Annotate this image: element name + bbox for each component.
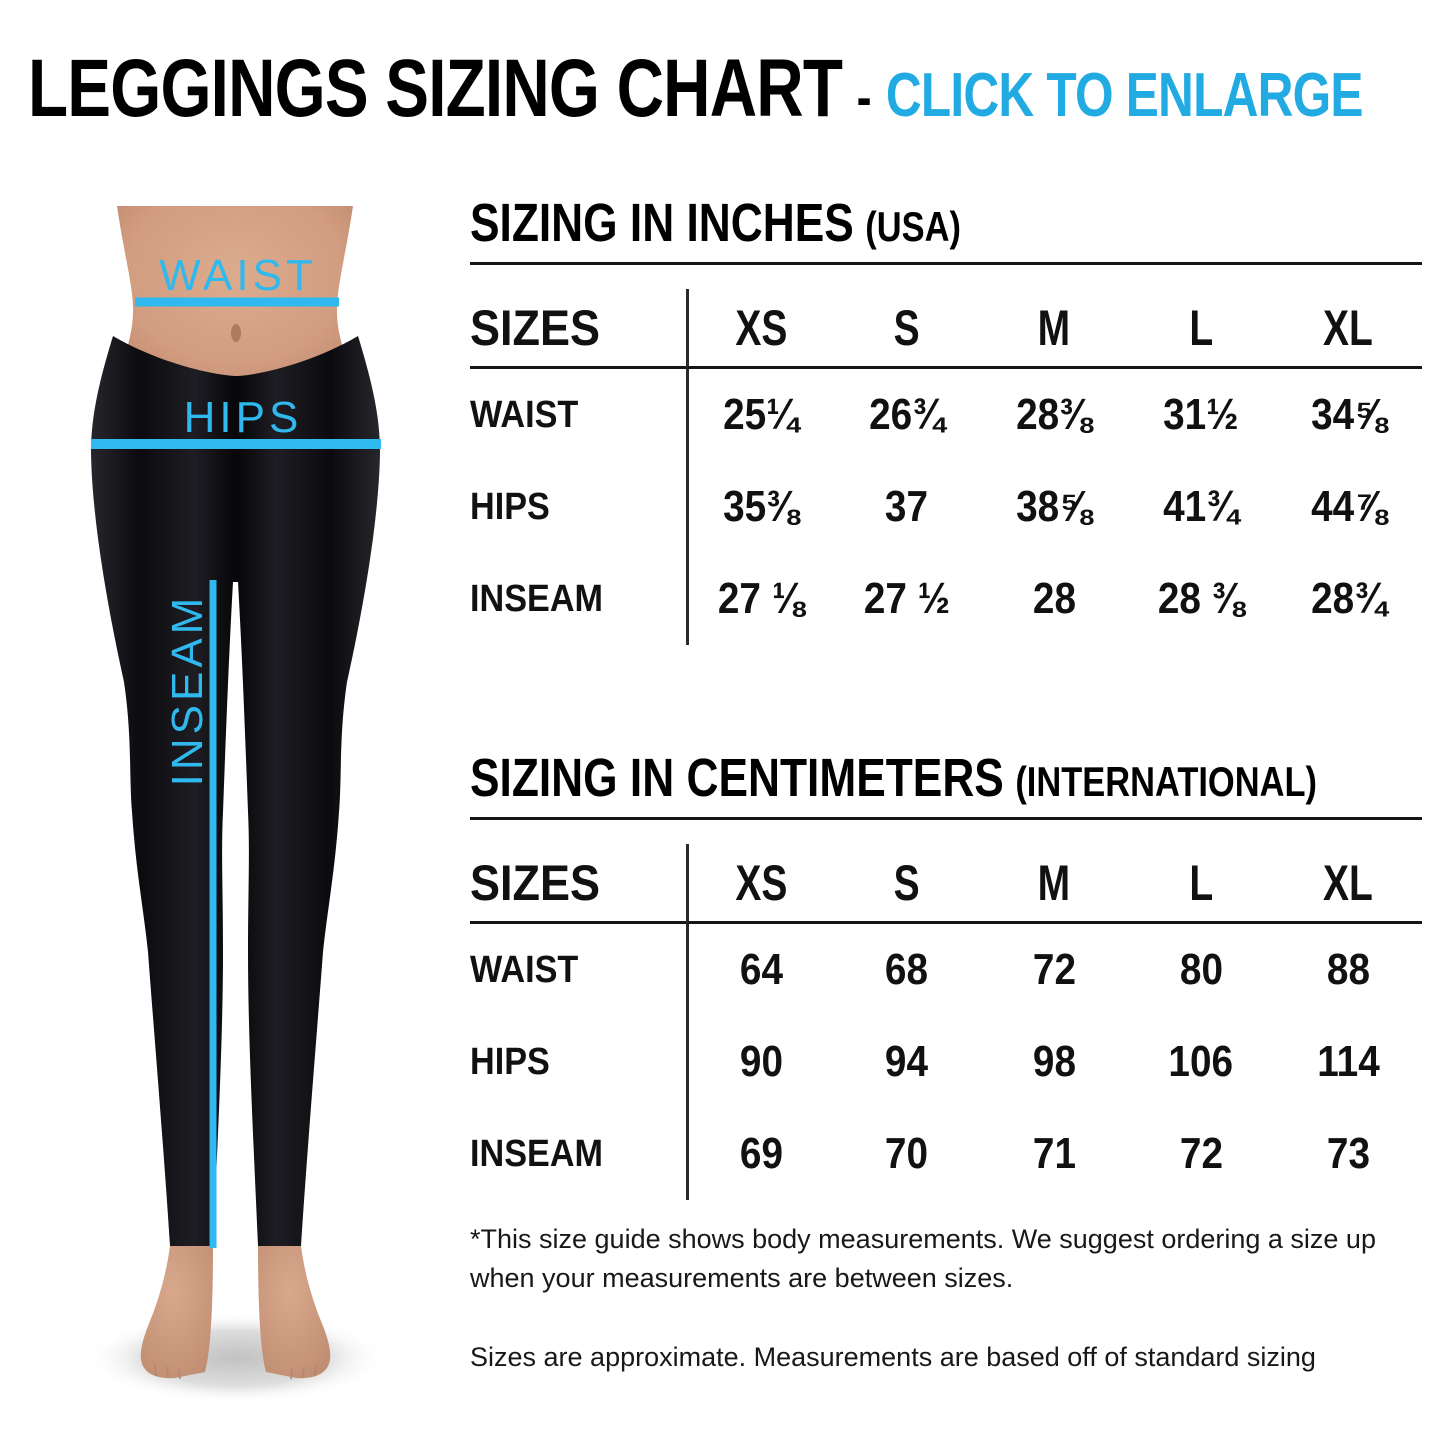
inseam-l-value: 72 <box>1179 1129 1223 1178</box>
hips-xs-value: 90 <box>686 1016 833 1108</box>
inches-grid: SIZES XS S M L XL WAIST 25¼ 26¾ 28⅜ 31½ … <box>470 289 1422 645</box>
column-header-xl: XL <box>1274 289 1422 369</box>
column-header-xs: XS <box>686 844 834 924</box>
hips-label: HIPS <box>184 393 303 442</box>
page-title: LEGGINGS SIZING CHART - CLICK TO ENLARGE <box>28 48 1363 130</box>
title-separator: - <box>856 65 872 128</box>
hips-l-value: 41¾ <box>1163 482 1239 531</box>
hips-s-value: 94 <box>885 1037 929 1086</box>
centimeters-grid: SIZES XS S M L XL WAIST 64 68 72 80 88 H… <box>470 844 1422 1200</box>
floor-shadow <box>86 1312 386 1404</box>
click-to-enlarge-link[interactable]: CLICK TO ENLARGE <box>885 61 1364 130</box>
waist-label: WAIST <box>159 251 317 300</box>
approximate-sizes-note: Sizes are approximate. Measurements are … <box>470 1342 1316 1373</box>
hips-xs-value: 35⅜ <box>686 461 833 553</box>
leggings-model-figure[interactable]: WAIST HIPS INSEAM <box>55 190 485 1445</box>
row-label-inseam: INSEAM <box>470 1132 604 1175</box>
title-underline <box>470 262 1422 265</box>
centimeters-title-text: SIZING IN CENTIMETERS <box>470 748 1004 808</box>
hips-m-value: 38⅝ <box>1016 482 1092 531</box>
column-header-s: S <box>833 844 981 924</box>
inseam-m-value: 28 <box>1032 574 1076 623</box>
waist-m-value: 72 <box>1032 945 1076 994</box>
inches-table: SIZING IN INCHES (USA) SIZES XS S M L XL… <box>470 196 1422 645</box>
column-header-l: L <box>1127 289 1275 369</box>
leggings-model-svg: WAIST HIPS INSEAM <box>86 206 386 1404</box>
row-label-waist: WAIST <box>470 948 579 991</box>
column-header-sizes: SIZES <box>470 844 686 924</box>
column-header-m: M <box>980 289 1128 369</box>
column-header-sizes: SIZES <box>470 289 686 369</box>
column-header-xl: XL <box>1274 844 1422 924</box>
inches-table-title: SIZING IN INCHES (USA) <box>470 196 1251 250</box>
row-label-waist: WAIST <box>470 393 579 436</box>
row-label-inseam: INSEAM <box>470 577 604 620</box>
centimeters-title-region: (INTERNATIONAL) <box>1015 758 1317 805</box>
right-foot <box>258 1246 331 1379</box>
row-label-hips: HIPS <box>470 1040 550 1083</box>
inches-title-text: SIZING IN INCHES <box>470 193 854 253</box>
waist-l-value: 31½ <box>1163 390 1239 439</box>
column-header-s: S <box>833 289 981 369</box>
toe-lines <box>154 1363 317 1380</box>
hips-s-value: 37 <box>885 482 929 531</box>
leggings-silhouette <box>91 336 380 1246</box>
inseam-s-value: 70 <box>885 1129 929 1178</box>
inseam-l-value: 28 ⅜ <box>1158 574 1245 623</box>
waist-xl-value: 34⅝ <box>1310 390 1387 439</box>
waist-xs-value: 25¼ <box>686 369 833 461</box>
inseam-xs-value: 27 ⅛ <box>686 553 833 645</box>
hips-xl-value: 114 <box>1317 1037 1380 1086</box>
waist-l-value: 80 <box>1179 945 1223 994</box>
inseam-xl-value: 73 <box>1326 1129 1370 1178</box>
title-underline <box>470 817 1422 820</box>
inseam-xl-value: 28¾ <box>1310 574 1387 623</box>
inches-title-region: (USA) <box>865 203 961 250</box>
left-foot <box>140 1246 213 1379</box>
inseam-label: INSEAM <box>163 594 212 787</box>
inseam-m-value: 71 <box>1032 1129 1076 1178</box>
hips-l-value: 106 <box>1168 1037 1234 1086</box>
centimeters-table-title: SIZING IN CENTIMETERS (INTERNATIONAL) <box>470 748 1317 808</box>
page-title-text: LEGGINGS SIZING CHART <box>28 43 843 134</box>
row-label-hips: HIPS <box>470 485 550 528</box>
sizing-tables: SIZING IN INCHES (USA) SIZES XS S M L XL… <box>470 196 1422 1377</box>
waist-s-value: 68 <box>885 945 929 994</box>
column-header-l: L <box>1127 844 1275 924</box>
waist-xs-value: 64 <box>686 924 833 1016</box>
column-header-m: M <box>980 844 1128 924</box>
waist-xl-value: 88 <box>1326 945 1370 994</box>
hips-m-value: 98 <box>1032 1037 1076 1086</box>
hips-xl-value: 44⅞ <box>1310 482 1387 531</box>
waist-s-value: 26¾ <box>869 390 945 439</box>
column-header-xs: XS <box>686 289 834 369</box>
inseam-s-value: 27 ½ <box>863 574 950 623</box>
waist-m-value: 28⅜ <box>1016 390 1092 439</box>
size-guide-note: *This size guide shows body measurements… <box>470 1224 1376 1294</box>
inseam-xs-value: 69 <box>686 1108 833 1200</box>
navel <box>231 324 241 342</box>
centimeters-table: SIZING IN CENTIMETERS (INTERNATIONAL) SI… <box>470 751 1422 1200</box>
